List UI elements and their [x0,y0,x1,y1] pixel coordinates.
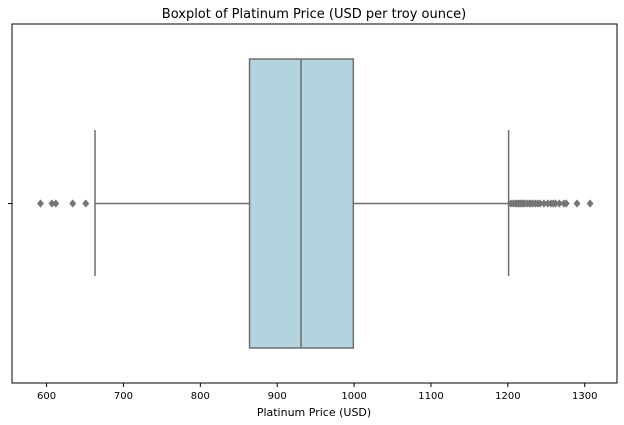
x-tick-label: 700 [114,391,133,402]
plot-area: 600 700 800 900 1000 1100 1200 1300 [8,23,618,402]
x-tick-label: 1100 [418,391,443,402]
x-tick-label: 1200 [495,391,520,402]
outlier-point-low [82,199,90,208]
x-tick-label: 800 [191,391,210,402]
outlier-point-high [562,199,570,208]
chart-title: Boxplot of Platinum Price (USD per troy … [162,7,466,22]
outlier-point-high [573,199,581,208]
x-tick-label: 1000 [341,391,366,402]
x-tick-label: 1300 [572,391,597,402]
outlier-point-low [52,199,60,208]
x-axis-label: Platinum Price (USD) [257,406,371,419]
outlier-point-high [555,199,563,208]
outlier-point-low [69,199,77,208]
outlier-point-low [36,199,44,208]
x-tick-label: 900 [268,391,287,402]
outlier-point-high [586,199,594,208]
x-tick-label: 600 [37,391,56,402]
